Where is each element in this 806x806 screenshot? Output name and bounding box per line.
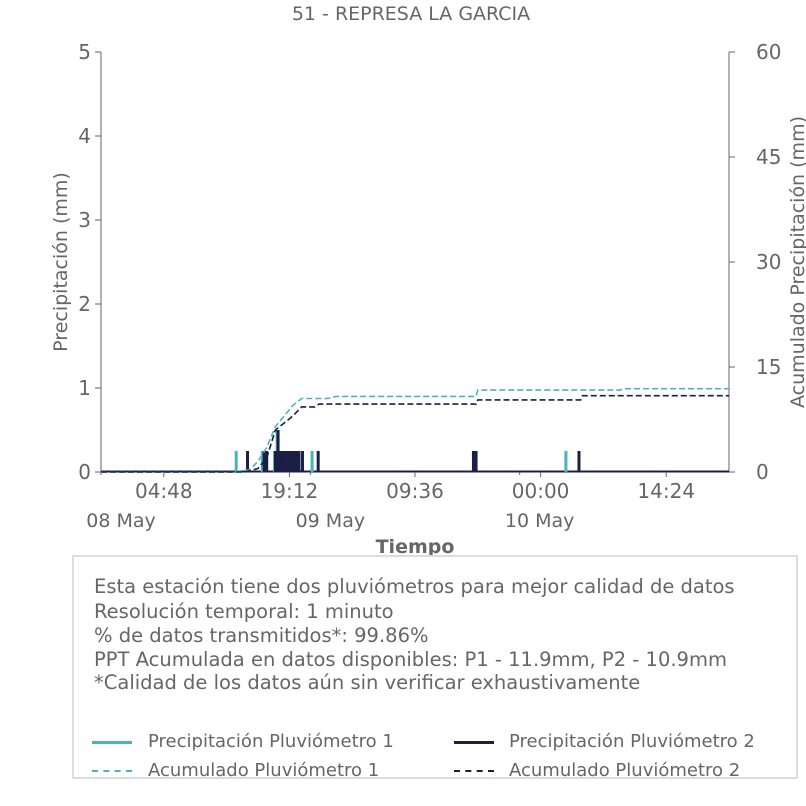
cumulative-line <box>101 394 729 473</box>
cumulative-series <box>101 387 729 473</box>
date-label: 08 May <box>86 510 156 532</box>
y2-tick-label: 30 <box>756 250 781 274</box>
precip-bar <box>281 451 285 472</box>
legend-swatch-acc1 <box>92 770 132 772</box>
y2-tick-label: 60 <box>756 40 781 64</box>
legend-label-p1: Precipitación Pluviómetro 1 <box>148 731 394 752</box>
x-tick-label: 19:12 <box>261 479 319 503</box>
y2-axis-label: Acumulado Precipitación (mm) <box>787 116 806 408</box>
legend-swatch-p2 <box>454 741 494 744</box>
y2-tick-label: 45 <box>756 145 781 169</box>
precip-bar <box>273 451 277 472</box>
precip-bar <box>310 451 314 472</box>
precip-bar <box>297 451 301 472</box>
y-tick-label: 2 <box>78 292 91 316</box>
precip-bar <box>279 451 283 472</box>
precip-bar <box>260 451 264 472</box>
date-label: 10 May <box>505 510 575 532</box>
precip-bar <box>276 430 280 472</box>
y-tick-label: 0 <box>78 460 91 484</box>
info-line: PPT Acumulada en datos disponibles: P1 -… <box>94 648 727 671</box>
info-line: Esta estación tiene dos pluviómetros par… <box>94 575 735 598</box>
y-tick-label: 1 <box>78 376 91 400</box>
precip-bar <box>564 451 568 472</box>
y-axis-label: Precipitación (mm) <box>50 172 72 352</box>
precip-bar <box>316 451 320 472</box>
precip-bar <box>471 451 475 472</box>
y-tick-label: 3 <box>78 208 91 232</box>
precip-bar <box>300 451 304 472</box>
precip-bar <box>289 451 293 472</box>
info-line: Resolución temporal: 1 minuto <box>94 600 394 623</box>
precip-bar <box>294 451 298 472</box>
precip-bar <box>577 451 581 472</box>
x-tick-label: 14:24 <box>637 479 695 503</box>
x-tick-label: 00:00 <box>512 479 570 503</box>
precip-bar <box>246 451 250 472</box>
date-label: 09 May <box>296 510 366 532</box>
precip-bar <box>265 451 269 472</box>
legend-label-acc2: Acumulado Pluviómetro 2 <box>509 760 741 781</box>
precip-bar <box>284 451 288 472</box>
precip-bar <box>292 451 296 472</box>
y-tick-label: 4 <box>78 124 91 148</box>
y2-tick-label: 15 <box>756 355 781 379</box>
info-line: % de datos transmitidos*: 99.86% <box>94 624 429 647</box>
y-tick-label: 5 <box>78 40 91 64</box>
chart-title: 51 - REPRESA LA GARCIA <box>292 3 530 25</box>
legend-label-acc1: Acumulado Pluviómetro 1 <box>148 760 380 781</box>
info-panel: Esta estación tiene dos pluviómetros par… <box>72 555 798 781</box>
y2-tick-label: 0 <box>756 460 769 484</box>
info-line: *Calidad de los datos aún sin verificar … <box>94 671 641 694</box>
precip-bar <box>474 451 478 472</box>
x-tick-label: 04:48 <box>135 479 193 503</box>
x-tick-label: 09:36 <box>386 479 444 503</box>
plot-axes <box>100 52 730 473</box>
cumulative-line <box>101 387 729 473</box>
legend-label-p2: Precipitación Pluviómetro 2 <box>509 731 755 752</box>
precip-bar <box>234 451 238 472</box>
bar-series <box>101 430 729 473</box>
x-axis-label: Tiempo <box>376 536 455 558</box>
legend-swatch-p1 <box>92 741 132 744</box>
legend-swatch-acc2 <box>454 770 494 772</box>
precip-bar <box>287 451 291 472</box>
